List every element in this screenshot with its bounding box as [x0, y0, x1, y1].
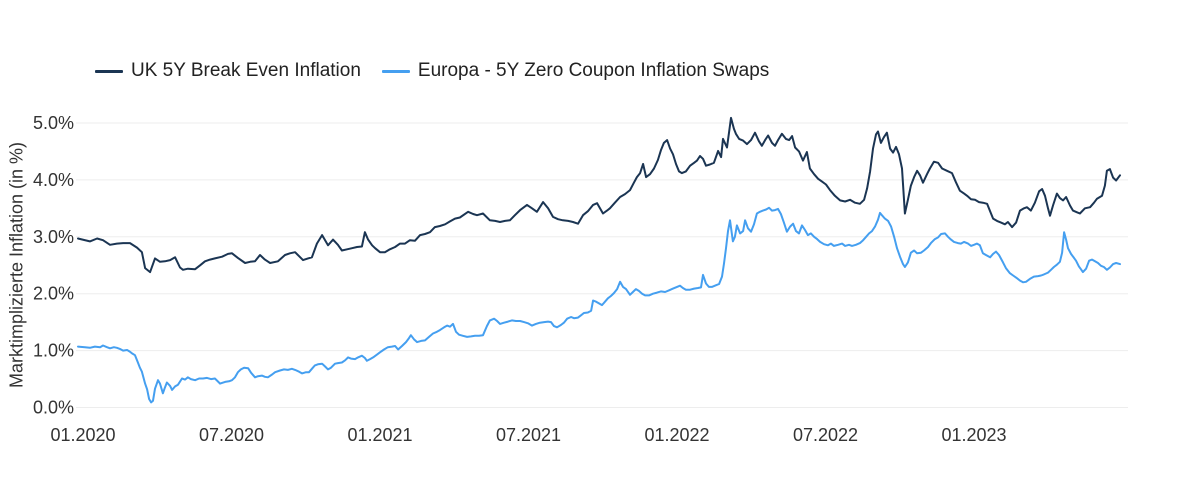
x-tick-label: 07.2021: [496, 425, 561, 445]
x-tick-label: 01.2021: [347, 425, 412, 445]
y-tick-label: 0.0%: [33, 398, 74, 418]
gridlines: [76, 122, 1128, 408]
x-tick-label: 01.2023: [941, 425, 1006, 445]
y-tick-label: 3.0%: [33, 227, 74, 247]
europa-series-swatch-icon: [381, 69, 410, 73]
y-tick-label: 1.0%: [33, 341, 74, 361]
legend-label-uk: UK 5Y Break Even Inflation: [131, 60, 361, 81]
y-tick-label: 5.0%: [33, 113, 74, 133]
y-tick-label: 4.0%: [33, 170, 74, 190]
legend-item-uk[interactable]: UK 5Y Break Even Inflation: [95, 60, 361, 82]
x-axis-tick-labels: 01.2020 07.2020 01.2021 07.2021 01.2022 …: [50, 425, 1006, 445]
y-tick-label: 2.0%: [33, 284, 74, 304]
x-tick-label: 07.2020: [199, 425, 264, 445]
uk-series-swatch-icon: [95, 69, 123, 73]
x-tick-label: 01.2022: [644, 425, 709, 445]
series-line-europa[interactable]: [77, 206, 1121, 404]
chart-legend: UK 5Y Break Even Inflation Europa - 5Y Z…: [95, 60, 769, 82]
y-axis-title: Marktimplizierte Inflation (in %): [6, 141, 27, 389]
x-tick-label: 01.2020: [50, 425, 115, 445]
y-axis-tick-labels: 0.0% 1.0% 2.0% 3.0% 4.0% 5.0%: [33, 113, 74, 418]
series-lines: [77, 116, 1121, 404]
legend-item-europa[interactable]: Europa - 5Y Zero Coupon Inflation Swaps: [381, 60, 770, 82]
x-tick-label: 07.2022: [793, 425, 858, 445]
legend-label-europa: Europa - 5Y Zero Coupon Inflation Swaps: [417, 60, 770, 81]
series-line-uk[interactable]: [77, 116, 1121, 274]
